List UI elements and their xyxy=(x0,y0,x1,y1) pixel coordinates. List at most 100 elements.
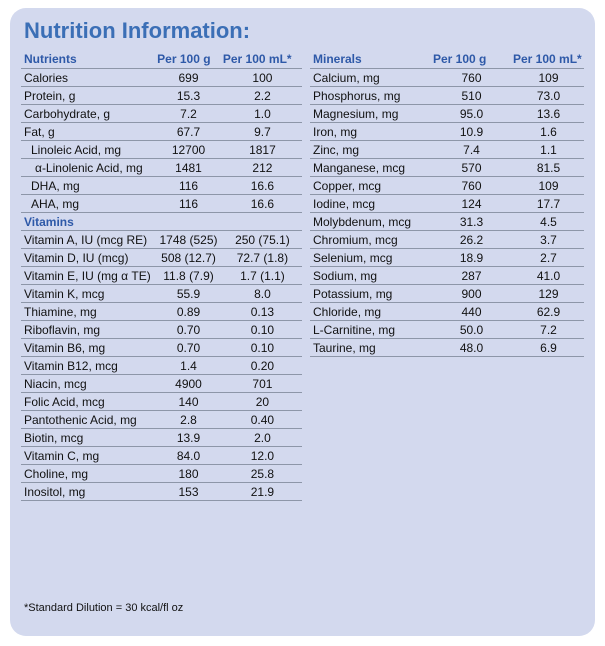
per-100ml-value: 73.0 xyxy=(510,86,584,105)
table-row: Fat, g 67.7 9.7 xyxy=(21,122,302,141)
per-100ml-value: 0.10 xyxy=(219,338,302,357)
per-100ml-value: 0.40 xyxy=(219,410,302,429)
per-100g-value: 10.9 xyxy=(430,122,510,141)
nutrient-name: Taurine, mg xyxy=(310,338,430,357)
per-100ml-value: 25.8 xyxy=(219,464,302,483)
nutrient-name: Molybdenum, mcg xyxy=(310,212,430,231)
per-100ml-value: 13.6 xyxy=(510,104,584,123)
nutrient-name: Folic Acid, mcg xyxy=(21,392,155,411)
nutrient-name: Vitamin D, IU (mcg) xyxy=(21,248,155,267)
table-row: Niacin, mcg 4900 701 xyxy=(21,374,302,393)
per-100g-value: 95.0 xyxy=(430,104,510,123)
nutrient-name: Potassium, mg xyxy=(310,284,430,303)
table-row: Biotin, mcg 13.9 2.0 xyxy=(21,428,302,447)
per-100g-value: 15.3 xyxy=(154,86,220,105)
nutrient-name: Choline, mg xyxy=(21,464,155,483)
per-100ml-value: 2.7 xyxy=(510,248,584,267)
table-row: Zinc, mg 7.4 1.1 xyxy=(310,140,584,159)
table-row: Carbohydrate, g 7.2 1.0 xyxy=(21,104,302,123)
nutrient-name: DHA, mg xyxy=(21,176,155,195)
per-100ml-value: 129 xyxy=(510,284,584,303)
per-100ml-value: 701 xyxy=(219,374,302,393)
nutrient-name: Protein, g xyxy=(21,86,155,105)
table-row: Calories 699 100 xyxy=(21,68,302,87)
nutrient-name: Thiamine, mg xyxy=(21,302,155,321)
table-row: Protein, g 15.3 2.2 xyxy=(21,86,302,105)
table-row: L-Carnitine, mg 50.0 7.2 xyxy=(310,320,584,339)
per-100g-value: 508 (12.7) xyxy=(154,248,220,267)
table-row: Folic Acid, mcg 140 20 xyxy=(21,392,302,411)
per-100ml-value: 1.0 xyxy=(219,104,302,123)
per-100g-value: 699 xyxy=(154,68,220,87)
table-row: Calcium, mg 760 109 xyxy=(310,68,584,87)
per-100ml-value: 1.7 (1.1) xyxy=(219,266,302,285)
per-100g-header: Per 100 g xyxy=(154,50,220,69)
footnote: *Standard Dilution = 30 kcal/fl oz xyxy=(24,602,184,614)
per-100g-value: 18.9 xyxy=(430,248,510,267)
per-100g-value: 67.7 xyxy=(154,122,220,141)
per-100ml-value: 212 xyxy=(219,158,302,177)
per-100ml-value: 2.2 xyxy=(219,86,302,105)
nutrient-name: Vitamin A, IU (mcg RE) xyxy=(21,230,155,249)
page-title: Nutrition Information: xyxy=(24,18,251,43)
minerals-table: Minerals Per 100 g Per 100 mL* Calcium, … xyxy=(310,50,584,357)
per-100ml-value: 0.10 xyxy=(219,320,302,339)
per-100ml-value: 109 xyxy=(510,176,584,195)
per-100ml-value: 7.2 xyxy=(510,320,584,339)
table-row: Vitamin C, mg 84.0 12.0 xyxy=(21,446,302,465)
per-100g-value: 55.9 xyxy=(154,284,220,303)
per-100g-value: 116 xyxy=(154,176,220,195)
nutrient-name: Vitamin E, IU (mg α TE) xyxy=(21,266,155,285)
nutrient-name: Biotin, mcg xyxy=(21,428,155,447)
per-100g-value: 84.0 xyxy=(154,446,220,465)
nutrient-name: Sodium, mg xyxy=(310,266,430,285)
per-100ml-value: 3.7 xyxy=(510,230,584,249)
nutrient-name: Vitamin K, mcg xyxy=(21,284,155,303)
table-row: Chloride, mg 440 62.9 xyxy=(310,302,584,321)
per-100ml-value: 1.1 xyxy=(510,140,584,159)
per-100ml-header: Per 100 mL* xyxy=(219,50,302,69)
table-row: Iron, mg 10.9 1.6 xyxy=(310,122,584,141)
per-100g-value: 48.0 xyxy=(430,338,510,357)
nutrient-name: L-Carnitine, mg xyxy=(310,320,430,339)
per-100ml-value: 16.6 xyxy=(219,176,302,195)
table-row: Phosphorus, mg 510 73.0 xyxy=(310,86,584,105)
per-100ml-header: Per 100 mL* xyxy=(510,50,584,69)
nutrient-name: Fat, g xyxy=(21,122,155,141)
nutrient-name: Phosphorus, mg xyxy=(310,86,430,105)
per-100ml-value: 1.6 xyxy=(510,122,584,141)
nutrient-name: Chromium, mcg xyxy=(310,230,430,249)
nutrient-name: Vitamin C, mg xyxy=(21,446,155,465)
per-100g-value: 2.8 xyxy=(154,410,220,429)
table-row: Chromium, mcg 26.2 3.7 xyxy=(310,230,584,249)
nutrient-name: AHA, mg xyxy=(21,194,155,213)
per-100g-value: 0.89 xyxy=(154,302,220,321)
per-100g-value: 50.0 xyxy=(430,320,510,339)
per-100ml-value: 62.9 xyxy=(510,302,584,321)
per-100g-value: 7.4 xyxy=(430,140,510,159)
per-100g-value: 760 xyxy=(430,176,510,195)
per-100ml-value: 4.5 xyxy=(510,212,584,231)
nutrient-name: Riboflavin, mg xyxy=(21,320,155,339)
nutrient-name: Vitamin B6, mg xyxy=(21,338,155,357)
per-100g-value: 26.2 xyxy=(430,230,510,249)
per-100g-value: 124 xyxy=(430,194,510,213)
per-100g-value: 13.9 xyxy=(154,428,220,447)
table-row: DHA, mg 116 16.6 xyxy=(21,176,302,195)
nutrient-name: Zinc, mg xyxy=(310,140,430,159)
per-100g-value: 0.70 xyxy=(154,338,220,357)
per-100g-value: 1481 xyxy=(154,158,220,177)
nutrient-name: Calcium, mg xyxy=(310,68,430,87)
table-row: Taurine, mg 48.0 6.9 xyxy=(310,338,584,357)
table-header-row: Nutrients Per 100 g Per 100 mL* xyxy=(21,50,302,69)
per-100ml-value: 1817 xyxy=(219,140,302,159)
nutrient-name: Iron, mg xyxy=(310,122,430,141)
nutrient-name: Linoleic Acid, mg xyxy=(21,140,155,159)
per-100ml-value: 100 xyxy=(219,68,302,87)
table-row: α-Linolenic Acid, mg 1481 212 xyxy=(21,158,302,177)
table-row: Choline, mg 180 25.8 xyxy=(21,464,302,483)
table-row: Potassium, mg 900 129 xyxy=(310,284,584,303)
per-100ml-value: 0.20 xyxy=(219,356,302,375)
table-header-row: Minerals Per 100 g Per 100 mL* xyxy=(310,50,584,69)
per-100ml-value: 8.0 xyxy=(219,284,302,303)
